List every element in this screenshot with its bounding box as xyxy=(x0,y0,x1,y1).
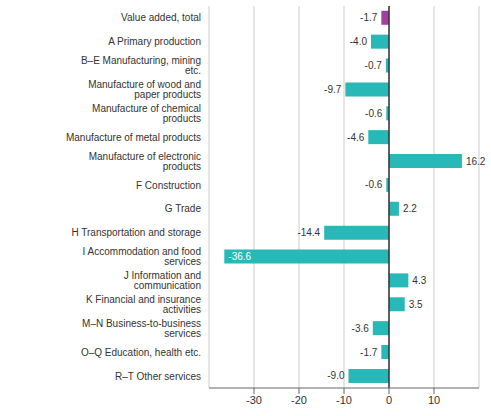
svg-text:-14.4: -14.4 xyxy=(297,227,320,238)
svg-text:-0.6: -0.6 xyxy=(365,108,383,119)
svg-text:3.5: 3.5 xyxy=(409,299,423,310)
svg-text:10: 10 xyxy=(428,394,440,406)
svg-text:K Financial and insuranceactiv: K Financial and insuranceactivities xyxy=(86,294,202,315)
svg-text:Manufacture of metal products: Manufacture of metal products xyxy=(66,132,201,143)
svg-text:0: 0 xyxy=(386,394,392,406)
svg-text:-30: -30 xyxy=(246,394,262,406)
svg-text:-9.0: -9.0 xyxy=(327,370,345,381)
svg-text:-36.6: -36.6 xyxy=(228,251,251,262)
svg-text:B–E Manufacturing, miningetc.: B–E Manufacturing, miningetc. xyxy=(81,55,201,76)
svg-text:16.2: 16.2 xyxy=(466,156,483,167)
svg-text:-10: -10 xyxy=(336,394,352,406)
svg-text:Manufacture of electronicprodu: Manufacture of electronicproducts xyxy=(89,151,201,172)
svg-text:I Accommodation and foodservic: I Accommodation and foodservices xyxy=(83,246,201,267)
svg-text:-9.7: -9.7 xyxy=(324,84,342,95)
svg-text:A Primary production: A Primary production xyxy=(108,36,201,47)
svg-text:Manufacture of chemicalproduct: Manufacture of chemicalproducts xyxy=(92,103,201,124)
svg-text:-20: -20 xyxy=(291,394,307,406)
svg-text:-4.0: -4.0 xyxy=(350,36,368,47)
svg-text:-0.6: -0.6 xyxy=(365,179,383,190)
svg-text:-0.7: -0.7 xyxy=(365,60,383,71)
svg-text:-1.7: -1.7 xyxy=(360,347,378,358)
svg-text:R–T Other services: R–T Other services xyxy=(115,371,201,382)
svg-text:Value added, total: Value added, total xyxy=(121,12,201,23)
svg-text:4.3: 4.3 xyxy=(412,275,426,286)
svg-text:J Information andcommunication: J Information andcommunication xyxy=(124,270,201,291)
svg-text:-3.6: -3.6 xyxy=(352,323,370,334)
svg-text:-1.7: -1.7 xyxy=(360,12,378,23)
svg-text:M–N Business-to-businessservic: M–N Business-to-businessservices xyxy=(82,318,201,339)
svg-text:-4.6: -4.6 xyxy=(347,132,365,143)
svg-text:Manufacture of wood andpaper p: Manufacture of wood andpaper products xyxy=(88,79,201,100)
svg-text:H Transportation and storage: H Transportation and storage xyxy=(71,227,201,238)
svg-text:G Trade: G Trade xyxy=(165,203,202,214)
svg-text:F Construction: F Construction xyxy=(136,180,201,191)
svg-text:O–Q Education, health etc.: O–Q Education, health etc. xyxy=(81,347,201,358)
svg-text:2.2: 2.2 xyxy=(403,203,417,214)
